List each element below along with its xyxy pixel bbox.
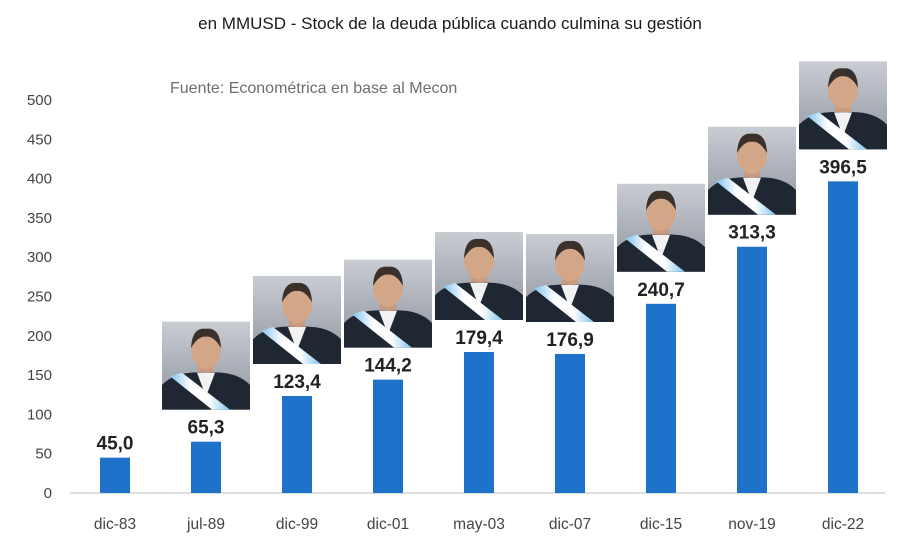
y-tick-label: 50 [35, 446, 52, 463]
president-portrait [253, 276, 341, 365]
y-tick-label: 500 [27, 92, 52, 109]
president-portrait [617, 183, 705, 272]
y-tick-label: 300 [27, 249, 52, 266]
bar-dic-99 [282, 396, 312, 493]
chart-subtitle: en MMUSD - Stock de la deuda pública cua… [198, 14, 702, 33]
data-label: 179,4 [455, 328, 503, 349]
x-tick-label: dic-99 [276, 516, 318, 533]
president-portrait [162, 321, 250, 410]
x-tick-label: dic-01 [367, 516, 409, 533]
y-tick-label: 200 [27, 328, 52, 345]
president-portrait [344, 259, 432, 348]
x-tick-label: jul-89 [186, 516, 225, 533]
data-label: 240,7 [637, 280, 685, 301]
data-label: 45,0 [97, 434, 134, 455]
president-portrait [799, 61, 887, 150]
bar-dic-22 [828, 181, 858, 493]
president-portrait [526, 233, 614, 322]
y-tick-label: 450 [27, 131, 52, 148]
chart-source: Fuente: Econométrica en base al Mecon [170, 80, 457, 97]
bar-jul-89 [191, 441, 221, 493]
y-axis: 0 50 100 150 200 250 300 350 400 450 500 [27, 92, 52, 502]
y-tick-label: 0 [44, 485, 52, 502]
bar-may-03 [464, 351, 494, 493]
x-tick-label: dic-07 [549, 516, 591, 533]
bar-dic-01 [373, 379, 403, 493]
bars: 45,0 65,3 123,4 144,2 179,4 176,9 240,7 313,3 39… [97, 61, 887, 493]
y-tick-label: 400 [27, 171, 52, 188]
data-label: 313,3 [728, 223, 776, 244]
data-label: 123,4 [273, 372, 321, 393]
x-tick-label: dic-15 [640, 516, 682, 533]
bar-dic-83 [100, 457, 130, 493]
x-tick-label: dic-83 [94, 516, 136, 533]
x-tick-label: may-03 [453, 516, 505, 533]
data-label: 65,3 [188, 418, 225, 439]
y-tick-label: 150 [27, 367, 52, 384]
bar-dic-15 [646, 303, 676, 493]
bar-dic-07 [555, 353, 585, 493]
president-portrait [435, 231, 523, 320]
x-axis: dic-83 jul-89 dic-99 dic-01 may-03 dic-07 dic-… [94, 516, 864, 533]
x-tick-label: nov-19 [728, 516, 775, 533]
x-tick-label: dic-22 [822, 516, 864, 533]
data-label: 144,2 [364, 356, 412, 377]
data-label: 396,5 [819, 157, 867, 178]
y-tick-label: 100 [27, 406, 52, 423]
y-tick-label: 350 [27, 210, 52, 227]
y-tick-label: 250 [27, 289, 52, 306]
bar-nov-19 [737, 246, 767, 493]
data-label: 176,9 [546, 330, 594, 351]
president-portrait [708, 126, 796, 215]
